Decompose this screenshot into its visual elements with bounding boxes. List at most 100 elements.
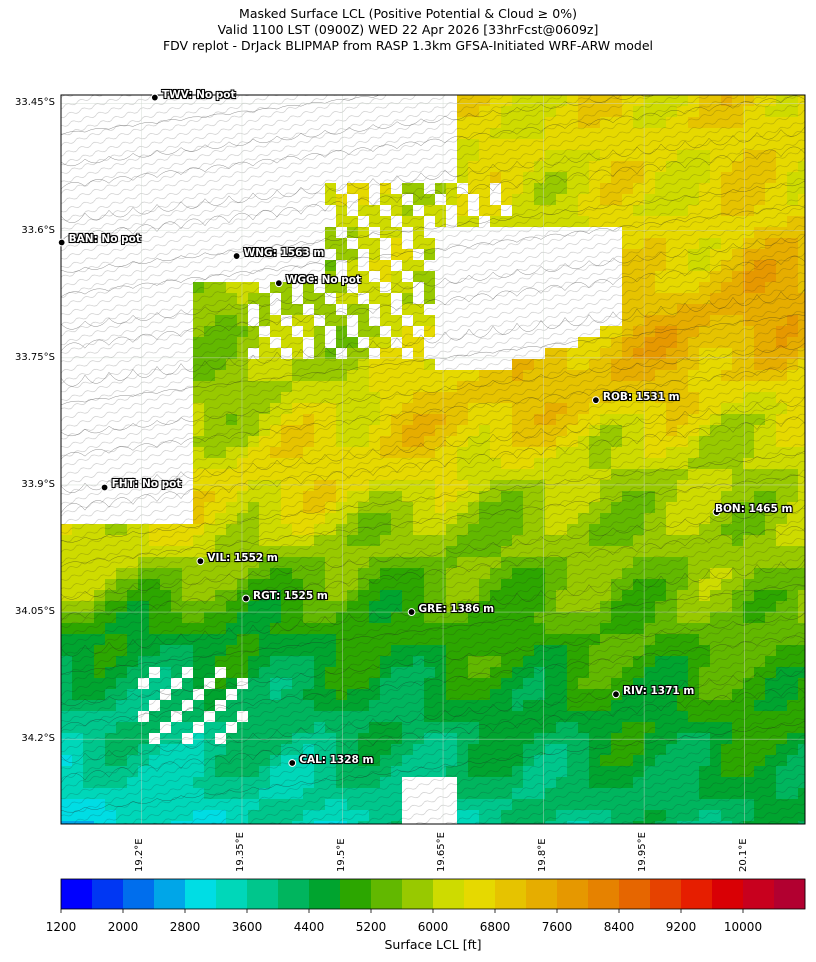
colorbar-swatch (309, 879, 341, 909)
colorbar-swatch (216, 879, 248, 909)
colorbar-tick-label: 1200 (45, 920, 77, 934)
station-marker (242, 594, 250, 603)
contour-line (61, 314, 805, 406)
title-line-1: Masked Surface LCL (Positive Potential &… (239, 6, 577, 21)
colorbar-swatch (464, 879, 496, 909)
station-label: WNG: 1563 m (243, 247, 325, 260)
contour-line (61, 95, 381, 136)
station-marker (712, 508, 721, 516)
map-title: Masked Surface LCL (Positive Potential &… (0, 6, 816, 54)
contour-line (61, 416, 805, 514)
colorbar-swatch (123, 879, 155, 909)
contour-line (61, 686, 805, 784)
colorbar-swatch (185, 879, 217, 909)
colorbar-tick-label: 5200 (355, 920, 387, 934)
colorbar-tick-label: 2000 (107, 920, 139, 934)
station-label: FHT: No pot (111, 478, 182, 491)
contour-line (61, 396, 805, 494)
colorbar-swatch (154, 879, 186, 909)
contour-line (61, 666, 805, 764)
colorbar-tick-label: 4400 (293, 920, 325, 934)
lon-label: 19.2°E (134, 838, 146, 872)
lon-label: 19.5°E (335, 838, 347, 872)
contour-line (61, 256, 805, 352)
station-marker (407, 608, 416, 616)
contour-line (61, 450, 805, 543)
contour-line (61, 558, 805, 657)
station-label: RIV: 1371 m (622, 685, 695, 698)
contour-line (61, 180, 805, 273)
station-label: CAL: 1328 m (299, 753, 374, 766)
station-label: RGT: 1525 m (252, 589, 328, 602)
map-frame (60, 94, 806, 825)
colorbar-swatch (247, 879, 279, 909)
contour-line (61, 234, 805, 330)
colorbar-tick-label: 8400 (603, 920, 635, 934)
lat-label: 33.45°S (15, 97, 55, 109)
colorbar-swatch (433, 879, 465, 909)
colorbar-tick-label: 10000 (723, 920, 763, 934)
contour-line (61, 612, 805, 707)
colorbar-swatch (619, 879, 651, 909)
graticule (61, 95, 805, 824)
station-label: VIL: 1552 m (207, 552, 278, 565)
station-label: BON: 1465 m (715, 503, 793, 516)
colorbar-tick-label: 9200 (665, 920, 697, 934)
contour-line (61, 146, 805, 244)
lat-label: 33.9°S (21, 478, 55, 490)
lon-label: 19.8°E (536, 838, 548, 872)
station-label: ROB: 1531 m (602, 391, 680, 404)
station-label: WGC: No pot (285, 274, 361, 287)
colorbar-swatch (774, 879, 806, 909)
station-marker (274, 279, 283, 288)
colorbar (60, 878, 806, 913)
contour-line (61, 584, 805, 676)
station-label: TWV: No pot (161, 88, 236, 101)
contour-line (61, 526, 805, 622)
contour-texture (61, 95, 805, 824)
colorbar-tick-label: 7600 (541, 920, 573, 934)
lat-label: 33.75°S (15, 351, 55, 363)
title-line-2: Valid 1100 LST (0900Z) WED 22 Apr 2026 [… (217, 22, 599, 37)
contour-line (61, 365, 805, 460)
colorbar-swatch (743, 879, 775, 909)
station-marker (232, 252, 241, 260)
colorbar-tick-label: 6800 (479, 920, 511, 934)
contour-line (61, 95, 805, 190)
colorbar-swatch (650, 879, 682, 909)
station-marker (100, 483, 109, 492)
terrain-contours (61, 95, 805, 824)
colorbar-swatch (557, 879, 589, 909)
station-marker (150, 93, 159, 102)
colorbar-swatch (588, 879, 620, 909)
colorbar-tick-label: 6000 (417, 920, 449, 934)
contour-line (61, 95, 655, 167)
contour-line (61, 205, 805, 298)
title-line-3: FDV replot - DrJack BLIPMAP from RASP 1.… (162, 38, 654, 53)
lon-label: 20.1°E (737, 838, 749, 872)
lon-label: 19.65°E (436, 832, 448, 872)
colorbar-swatch (402, 879, 434, 909)
lat-label: 34.2°S (21, 733, 55, 745)
station-marker (288, 759, 297, 767)
colorbar-swatch (712, 879, 744, 909)
station-label: BAN: No pot (68, 233, 141, 246)
colorbar-swatch (495, 879, 527, 909)
colorbar-tick-label: 2800 (169, 920, 201, 934)
contour-line (61, 504, 805, 600)
contour-line (61, 342, 805, 437)
colorbar-swatch (526, 879, 558, 909)
contour-line (61, 288, 805, 387)
station-marker (612, 690, 620, 699)
station-marker (196, 557, 205, 566)
station-marker (57, 238, 66, 247)
colorbar-swatch (61, 879, 93, 909)
lat-label: 34.05°S (15, 606, 55, 618)
colorbar-swatch (92, 879, 124, 909)
lon-label: 19.95°E (637, 832, 649, 872)
station-marker (591, 396, 600, 405)
station-markers (57, 93, 721, 767)
colorbar-swatch (278, 879, 310, 909)
contour-line (61, 720, 805, 813)
